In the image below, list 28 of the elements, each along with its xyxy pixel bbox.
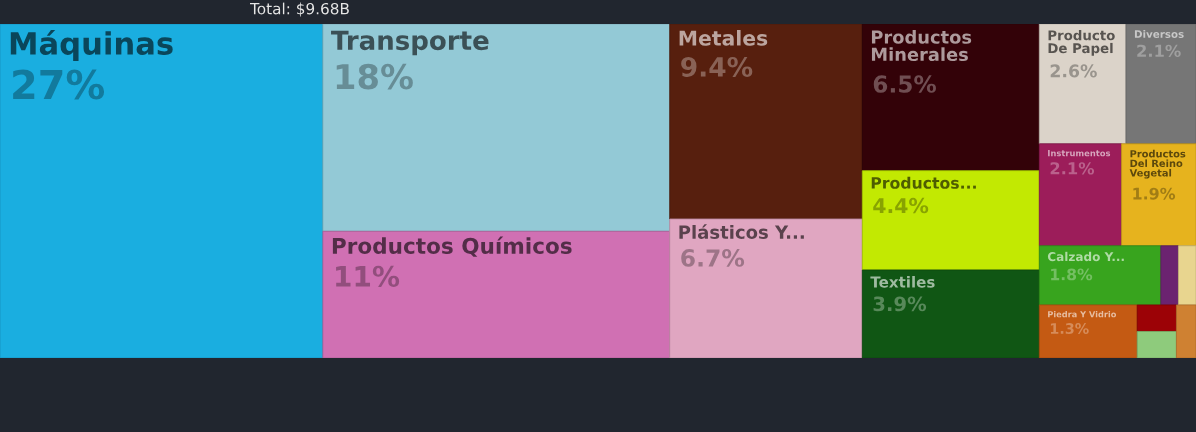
data-label: 11%	[336, 265, 400, 287]
category-label: Productos Químicos	[332, 236, 572, 257]
category-label: Textiles	[870, 275, 935, 288]
data-label: 9.4%	[681, 56, 753, 77]
data-label: 2.1%	[1050, 162, 1095, 175]
category-label: Producto De Papel	[1048, 30, 1115, 56]
data-label: 6.5%	[873, 75, 936, 93]
category-label: Instrumentos	[1048, 150, 1111, 157]
category-label: Calzado Y...	[1047, 251, 1124, 262]
data-label: 3.9%	[873, 296, 927, 312]
data-label: 6.7%	[681, 249, 745, 267]
category-label: Plásticos Y...	[679, 224, 804, 239]
data-label: 1.8%	[1051, 268, 1093, 281]
data-label: 18%	[336, 63, 413, 90]
category-label: Transporte	[331, 30, 489, 56]
category-label: Metales	[679, 30, 768, 46]
data-label: 27%	[13, 69, 105, 100]
category-label: Productos Minerales	[871, 30, 972, 62]
category-label: Piedra Y Vidrio	[1048, 310, 1117, 318]
category-label: Productos Del Reino Vegetal	[1129, 149, 1186, 179]
data-label: 1.3%	[1050, 323, 1089, 334]
data-label: 2.6%	[1050, 64, 1097, 78]
category-label: Diversos	[1134, 30, 1184, 38]
data-label: 1.9%	[1133, 187, 1176, 200]
data-label: 4.4%	[873, 197, 929, 214]
category-label: Máquinas	[10, 30, 173, 61]
category-label: Productos...	[871, 176, 976, 189]
text: Total: $9.68B	[250, 2, 349, 17]
